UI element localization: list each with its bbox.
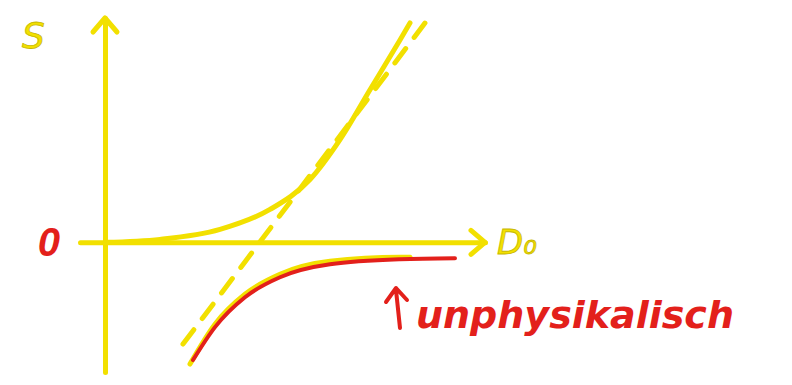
y-axis-line [103, 19, 108, 373]
plot-area [105, 23, 455, 364]
annotation: unphysikalisch [416, 293, 734, 337]
x-axis-arrow [471, 230, 485, 254]
y-axis: 0 [38, 19, 106, 373]
series-line [183, 23, 425, 344]
y-axis-title: S [22, 15, 45, 56]
annotation-arrow [386, 288, 407, 328]
x-axis-title: D₀ [497, 222, 537, 262]
series-line [105, 23, 410, 242]
y-tick-label: 0 [38, 220, 60, 264]
series-line [190, 257, 410, 364]
y-tick: 0 [38, 220, 105, 264]
y-axis-arrow [93, 18, 117, 32]
chart: 0 S D₀ unphysikalisch [0, 0, 792, 385]
